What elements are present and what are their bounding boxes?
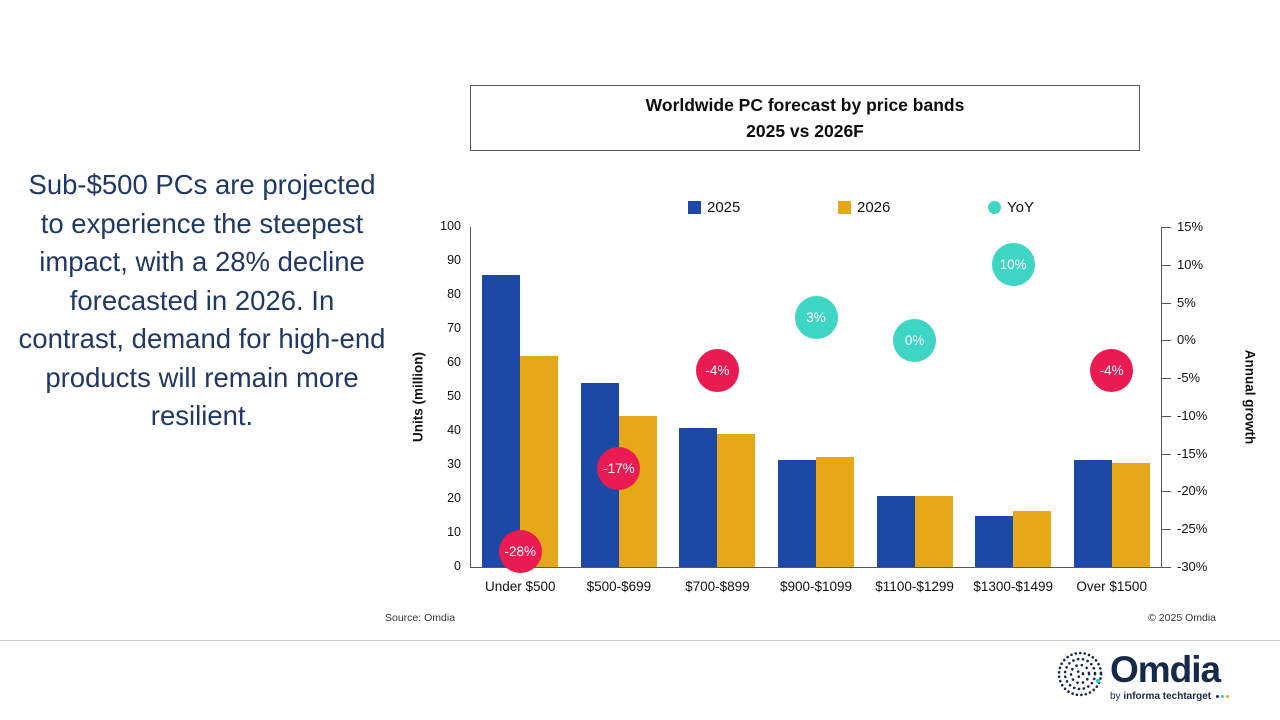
right-axis-tick [1161,340,1171,342]
right-axis-tick-label: 15% [1177,219,1204,234]
x-axis-label: $1100-$1299 [875,579,954,594]
legend-label-yoy: YoY [1007,198,1034,216]
yoy-bubble: 0% [893,318,937,362]
plot-area: Under $500 -28% $500-$699 -17% $700-$899 -4% $… [440,219,1207,594]
yoy-bubble: -28% [498,530,542,574]
left-axis-tick-label: 70 [447,321,461,335]
right-axis-tick [1161,378,1171,380]
footer-divider [0,640,1280,641]
left-axis-tick-label: 0 [454,559,461,573]
omdia-logo-text: Omdia [1110,649,1221,690]
x-axis-label: Over $1500 [1076,579,1147,594]
x-axis-label: $700-$899 [685,579,750,594]
right-axis-tick [1161,453,1171,455]
yoy-bubble: -4% [695,349,739,393]
left-axis-tick-label: 10 [447,525,461,539]
omdia-logo: Omdia by informa techtarget [1056,650,1229,702]
left-axis-tick-label: 60 [447,355,461,369]
right-axis-tick-label: -15% [1177,445,1208,461]
bar-2026-3 [816,456,854,567]
legend-label-2026: 2026 [857,198,891,216]
chart-title-line1: Worldwide PC forecast by price bands [645,95,965,115]
omdia-logo-tagline: by informa techtarget [1110,691,1229,702]
right-axis-title: Annual growth [1242,349,1258,445]
legend-swatch-2025 [688,200,701,214]
right-axis-tick [1161,567,1171,568]
right-axis-tick-label: 0% [1177,332,1196,348]
right-axis-tick-label: -20% [1177,483,1208,499]
right-axis-tick-label: -25% [1177,521,1208,537]
left-axis-tick-label: 20 [447,491,461,505]
right-axis-tick-label: 5% [1177,294,1196,310]
legend-item-2026: 2026 [838,195,890,219]
bar-2026-1 [618,415,657,567]
bar-2025-5 [975,516,1014,567]
yoy-bubble: 10% [991,243,1035,287]
tagline-dot-2 [1220,694,1224,698]
bar-2026-2 [717,434,756,567]
bar-2026-6 [1111,463,1150,567]
legend-item-2025: 2025 [688,195,740,219]
yoy-bubble: -17% [597,447,641,491]
source-note: Source: Omdia [385,612,456,624]
legend-item-yoy: YoY [988,195,1034,219]
copyright-note: © 2025 Omdia [1148,612,1216,624]
left-axis-tick-label: 30 [447,457,461,471]
chart-legend: 2025 2026 YoY [470,195,1160,219]
right-axis-tick-label: 10% [1177,256,1204,272]
omdia-globe-icon [1057,651,1103,697]
chart-title-line2: 2025 vs 2026F [746,121,864,141]
x-axis-label: Under $500 [485,579,556,594]
bar-2025-4 [876,495,915,567]
legend-swatch-yoy [988,200,1001,214]
tagline-by: by [1110,691,1124,702]
x-axis-label: $500-$699 [586,579,652,594]
legend-swatch-2026 [838,200,851,214]
left-axis-tick-label: 90 [447,253,461,267]
right-axis-tick [1161,302,1171,304]
x-axis-label: $900-$1099 [779,579,853,594]
legend-label-2025: 2025 [707,198,741,216]
bar-2025-3 [778,459,816,567]
left-axis-tick-label: 50 [447,389,461,403]
bar-2025-6 [1073,459,1112,567]
left-axis-tick-label: 100 [440,219,461,233]
bar-2026-4 [914,495,953,567]
right-axis-tick [1161,529,1171,531]
right-axis-tick-label: -10% [1177,407,1208,423]
x-axis-label: $1300-$1499 [973,579,1053,594]
left-axis-tick-label: 40 [447,423,461,437]
right-axis-tick-label: -5% [1177,370,1201,386]
right-axis-tick [1161,227,1171,228]
tagline-brand: informa techtarget [1123,691,1212,702]
callout-text: Sub-$500 PCs are projected to experience… [18,169,386,431]
bar-2025-0 [482,274,521,567]
right-axis-tick [1161,264,1171,266]
right-axis-tick [1161,491,1171,493]
bar-2026-5 [1013,510,1052,567]
tagline-dot-1 [1215,694,1219,698]
right-axis-tick [1161,415,1171,417]
yoy-bubble: 3% [794,296,838,340]
yoy-bubble: -4% [1090,349,1134,393]
chart-title-box: Worldwide PC forecast by price bands 202… [470,85,1140,151]
tagline-dot-3 [1225,694,1229,698]
chart: 2025 2026 YoY Units (million) Annual gro… [411,199,1258,595]
right-axis-tick-label: -30% [1177,559,1208,574]
left-axis-tick-label: 80 [447,287,461,301]
bar-2025-2 [679,427,718,567]
